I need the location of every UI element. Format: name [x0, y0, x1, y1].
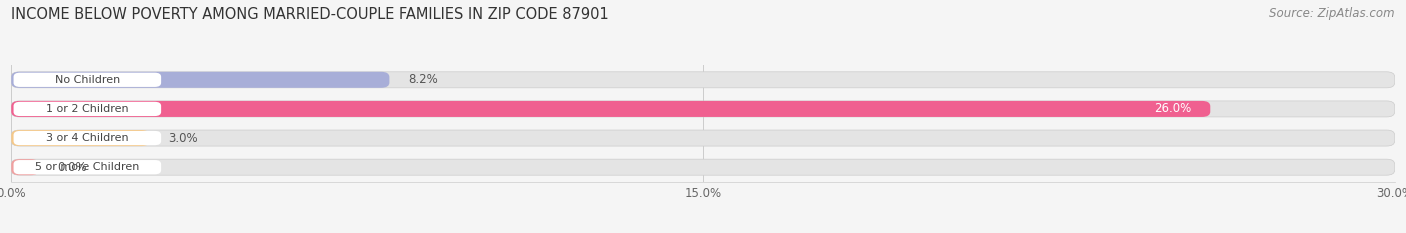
Text: No Children: No Children	[55, 75, 120, 85]
FancyBboxPatch shape	[14, 73, 162, 87]
Text: 8.2%: 8.2%	[408, 73, 437, 86]
Text: 0.0%: 0.0%	[58, 161, 87, 174]
Text: 3 or 4 Children: 3 or 4 Children	[46, 133, 129, 143]
FancyBboxPatch shape	[11, 159, 1395, 175]
FancyBboxPatch shape	[11, 72, 1395, 88]
Text: 5 or more Children: 5 or more Children	[35, 162, 139, 172]
Text: 1 or 2 Children: 1 or 2 Children	[46, 104, 129, 114]
FancyBboxPatch shape	[11, 72, 389, 88]
FancyBboxPatch shape	[11, 130, 149, 146]
FancyBboxPatch shape	[14, 102, 162, 116]
FancyBboxPatch shape	[11, 130, 1395, 146]
FancyBboxPatch shape	[14, 131, 162, 145]
FancyBboxPatch shape	[11, 101, 1395, 117]
FancyBboxPatch shape	[14, 160, 162, 174]
FancyBboxPatch shape	[11, 159, 39, 175]
Text: 3.0%: 3.0%	[169, 132, 198, 144]
Text: Source: ZipAtlas.com: Source: ZipAtlas.com	[1270, 7, 1395, 20]
Text: 26.0%: 26.0%	[1154, 103, 1192, 115]
FancyBboxPatch shape	[11, 101, 1211, 117]
Text: INCOME BELOW POVERTY AMONG MARRIED-COUPLE FAMILIES IN ZIP CODE 87901: INCOME BELOW POVERTY AMONG MARRIED-COUPL…	[11, 7, 609, 22]
